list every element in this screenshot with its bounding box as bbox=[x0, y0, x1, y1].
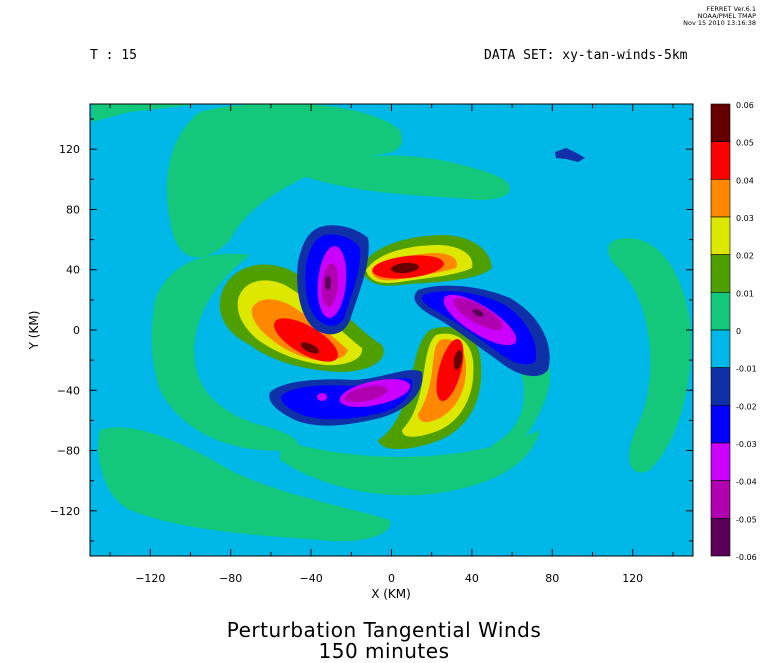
y-tick-label: 40 bbox=[66, 264, 80, 277]
axes: −120 −80 −40 0 40 80 120 120 80 40 0 −40 −80 −120 bbox=[50, 104, 693, 585]
arm-left-0.06 bbox=[300, 342, 320, 354]
chart-subtitle: 150 minutes bbox=[318, 639, 450, 663]
colorbar-swatch bbox=[710, 254, 731, 293]
colorbar-swatch bbox=[710, 405, 731, 444]
x-tick-label: 0 bbox=[388, 572, 395, 585]
colorbar: 0.06 0.05 0.04 0.03 0.02 0.01 0 -0.01 -0.02 -0.03… bbox=[710, 101, 757, 562]
x-tick-label: −80 bbox=[219, 572, 242, 585]
negative-fleck bbox=[555, 148, 585, 162]
colorbar-label: -0.05 bbox=[736, 515, 757, 524]
colorbar-swatch bbox=[710, 480, 731, 519]
y-tick-label: 80 bbox=[66, 203, 80, 216]
colorbar-swatch bbox=[710, 442, 731, 481]
x-tick-label: −120 bbox=[135, 572, 165, 585]
colorbar-swatch bbox=[710, 141, 731, 180]
colorbar-swatch bbox=[710, 103, 731, 142]
stamp-line-2: NOAA/PMEL TMAP bbox=[697, 12, 756, 20]
arm-left-0.05 bbox=[274, 318, 338, 362]
colorbar-swatch bbox=[710, 292, 731, 331]
outer-band-upper bbox=[166, 104, 402, 258]
outer-band-bottom-left bbox=[98, 427, 391, 542]
outer-band-upper-inner bbox=[300, 155, 510, 200]
outer-band-top-left bbox=[92, 104, 200, 122]
time-label: T : 15 bbox=[90, 48, 137, 63]
colorbar-label: 0.01 bbox=[736, 289, 754, 298]
arm-right-0.06 bbox=[453, 350, 463, 370]
contour-fields bbox=[92, 104, 691, 542]
colorbar-label: -0.06 bbox=[736, 553, 757, 562]
x-tick-label: −40 bbox=[299, 572, 322, 585]
colorbar-label: -0.02 bbox=[736, 402, 757, 411]
arm-negative-lower-0.04 bbox=[344, 385, 388, 403]
x-axis-label: X (KM) bbox=[371, 587, 411, 601]
y-tick-label: 0 bbox=[73, 324, 80, 337]
colorbar-label: 0.03 bbox=[736, 214, 754, 223]
y-tick-label: 120 bbox=[59, 143, 80, 156]
colorbar-label: -0.03 bbox=[736, 440, 757, 449]
x-tick-label: 40 bbox=[465, 572, 479, 585]
colorbar-label: 0.06 bbox=[736, 101, 754, 110]
colorbar-swatch bbox=[710, 179, 731, 218]
stamp-line-3: Nov 15 2010 13:16:38 bbox=[683, 19, 756, 27]
x-tick-label: 120 bbox=[622, 572, 643, 585]
outer-band-right bbox=[608, 238, 691, 473]
arm-upper-0.06 bbox=[391, 262, 419, 274]
colorbar-label: -0.04 bbox=[736, 478, 757, 487]
colorbar-swatch bbox=[710, 216, 731, 255]
y-tick-label: −40 bbox=[57, 384, 80, 397]
chart-title: Perturbation Tangential Winds bbox=[226, 618, 542, 642]
stamp-line-1: FERRET Ver.6.1 bbox=[706, 5, 756, 13]
y-axis-label: Y (KM) bbox=[27, 311, 41, 351]
y-tick-label: −80 bbox=[57, 445, 80, 458]
colorbar-label: 0.05 bbox=[736, 139, 754, 148]
colorbar-label: 0.02 bbox=[736, 252, 754, 261]
outer-band-left bbox=[151, 253, 299, 451]
colorbar-swatch bbox=[710, 329, 731, 368]
colorbar-label: -0.01 bbox=[736, 365, 757, 374]
ferret-stamp: FERRET Ver.6.1 NOAA/PMEL TMAP Nov 15 201… bbox=[683, 6, 756, 27]
x-tick-label: 80 bbox=[545, 572, 559, 585]
colorbar-label: 0 bbox=[736, 327, 741, 336]
negative-speck bbox=[317, 393, 327, 401]
arm-negative-upper-left-0.05 bbox=[325, 276, 331, 290]
arm-negative-right-0.05 bbox=[472, 309, 484, 317]
colorbar-swatch bbox=[710, 518, 731, 557]
colorbar-label: 0.04 bbox=[736, 176, 754, 185]
dataset-label: DATA SET: xy-tan-winds-5km bbox=[484, 48, 688, 63]
colorbar-swatch bbox=[710, 367, 731, 406]
y-tick-label: −120 bbox=[50, 505, 80, 518]
outer-band-lower bbox=[280, 430, 540, 496]
